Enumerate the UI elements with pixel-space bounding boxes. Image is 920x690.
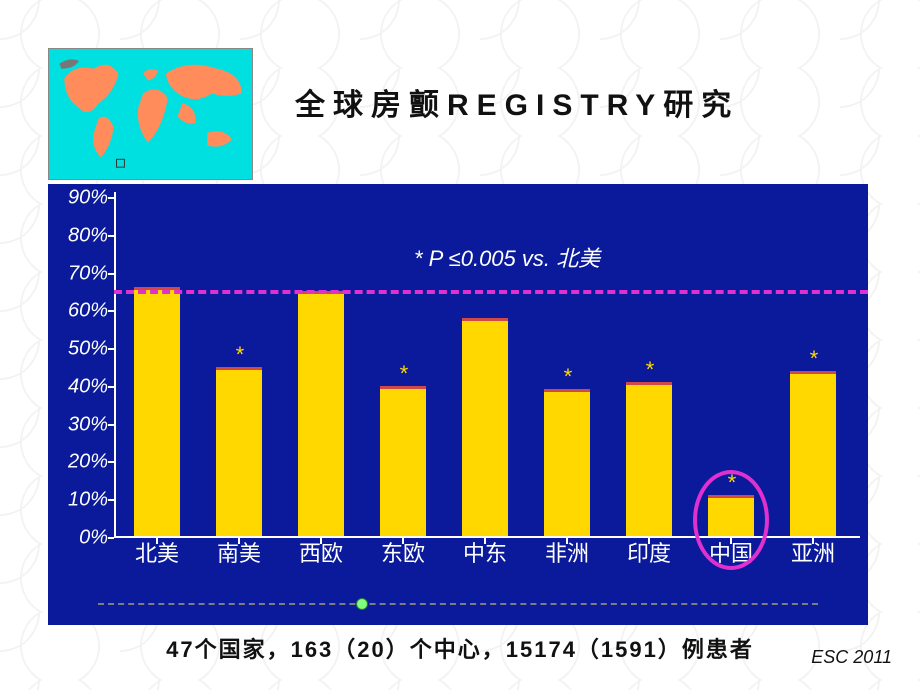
bar: * xyxy=(216,370,262,536)
slide-caption: 47个国家，163（20）个中心，15174（1591）例患者 xyxy=(0,632,920,664)
y-tick-label: 40% xyxy=(54,375,108,398)
y-tick xyxy=(108,235,114,237)
significance-star: * xyxy=(235,342,244,368)
world-map-icon xyxy=(49,49,252,179)
y-tick-label: 10% xyxy=(54,489,108,512)
category-label: 中国 xyxy=(709,536,753,568)
category-label: 西欧 xyxy=(299,536,343,568)
p-value-annotation: * P ≤0.005 vs. 北美 xyxy=(414,241,600,273)
y-tick xyxy=(108,461,114,463)
y-tick-label: 0% xyxy=(54,527,108,550)
bar-chart: ****** 0%10%20%30%40%50%60%70%80%90%* P … xyxy=(48,184,868,625)
world-map-thumbnail xyxy=(48,48,253,180)
y-tick-label: 80% xyxy=(54,224,108,247)
y-tick xyxy=(108,386,114,388)
bar: * xyxy=(708,498,754,536)
bar: * xyxy=(544,392,590,536)
y-tick xyxy=(108,197,114,199)
y-tick xyxy=(108,310,114,312)
y-tick-label: 30% xyxy=(54,413,108,436)
category-label: 南美 xyxy=(217,536,261,568)
y-tick-label: 60% xyxy=(54,300,108,323)
slide-title: 全球房颤REGISTRY研究 xyxy=(295,80,739,124)
reference-line xyxy=(114,290,868,294)
y-tick-label: 70% xyxy=(54,262,108,285)
bar: * xyxy=(380,389,426,536)
plot-region: ****** 0%10%20%30%40%50%60%70%80%90%* P … xyxy=(114,198,854,538)
significance-star: * xyxy=(563,364,572,390)
y-tick xyxy=(108,273,114,275)
y-tick xyxy=(108,424,114,426)
slide-content: 全球房颤REGISTRY研究 ****** 0%10%20%30%40%50%6… xyxy=(0,0,920,690)
bar xyxy=(462,321,508,536)
y-tick-label: 50% xyxy=(54,338,108,361)
bar xyxy=(134,290,180,536)
decorative-dot xyxy=(356,598,368,610)
category-label: 非洲 xyxy=(545,536,589,568)
bar-top-edge xyxy=(462,318,508,321)
category-label: 印度 xyxy=(627,536,671,568)
significance-star: * xyxy=(645,357,654,383)
y-tick xyxy=(108,348,114,350)
significance-star: * xyxy=(809,346,818,372)
category-label: 北美 xyxy=(135,536,179,568)
y-tick xyxy=(108,537,114,539)
y-tick-label: 20% xyxy=(54,451,108,474)
category-label: 东欧 xyxy=(381,536,425,568)
significance-star: * xyxy=(399,361,408,387)
y-tick xyxy=(108,499,114,501)
category-label: 中东 xyxy=(463,536,507,568)
significance-star: * xyxy=(727,470,736,496)
source-label: ESC 2011 xyxy=(811,647,892,668)
category-label: 亚洲 xyxy=(791,536,835,568)
bar xyxy=(298,294,344,536)
bar: * xyxy=(626,385,672,536)
bar: * xyxy=(790,374,836,536)
y-tick-label: 90% xyxy=(54,187,108,210)
decorative-dash xyxy=(98,603,818,605)
